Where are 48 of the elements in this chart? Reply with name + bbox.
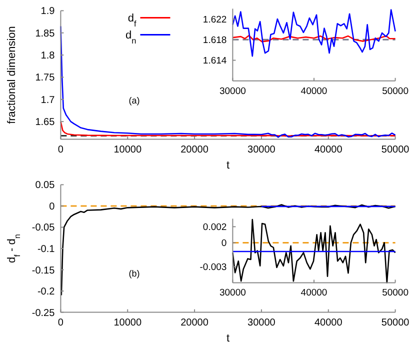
x-axis-title: t (226, 159, 230, 172)
x-tick-label: 40000 (300, 288, 328, 299)
line-series (232, 34, 396, 42)
x-tick-label: 10000 (114, 317, 142, 328)
y-tick-label: -0.1 (37, 244, 56, 255)
y-tick-label: 0.05 (35, 180, 56, 192)
x-tick-label: 30000 (219, 288, 246, 299)
x-tick-label: 20000 (180, 144, 209, 156)
y-tick-label: 1.85 (35, 28, 56, 40)
y-tick-label: 1.75 (35, 72, 56, 84)
line-series (232, 9, 396, 57)
y-tick-label: 1.622 (202, 14, 227, 26)
x-tick-label: 20000 (180, 317, 209, 328)
y-tick-label: 1.7 (40, 94, 56, 106)
legend-label: d$_{f}$ (128, 12, 137, 28)
x-tick-label: 40000 (300, 86, 328, 97)
y-tick-label: -0.003 (200, 262, 227, 274)
y-tick-label: -0.25 (32, 308, 56, 319)
x-tick-label: 50000 (381, 144, 410, 156)
line-series (232, 218, 396, 284)
x-tick-label: 40000 (314, 317, 343, 328)
annotation: (b) (128, 268, 140, 279)
x-tick-label: 0 (58, 144, 64, 156)
x-tick-label: 50000 (382, 288, 409, 299)
x-tick-label: 30000 (248, 317, 276, 328)
x-tick-label: 50000 (382, 86, 409, 97)
y-axis-title: fractional dimension (6, 26, 18, 124)
y-tick-label: 1.614 (202, 56, 227, 67)
x-tick-label: 50000 (381, 317, 410, 328)
y-tick-label: 0 (221, 238, 227, 250)
x-tick-label: 0 (58, 317, 64, 328)
y-tick-label: 0.002 (202, 222, 227, 234)
legend-label: d$_{n}$ (126, 30, 137, 46)
y-tick-label: 1.618 (202, 34, 227, 46)
x-tick-label: 10000 (114, 144, 142, 156)
y-tick-label: -0.2 (37, 286, 56, 298)
x-tick-label: 30000 (248, 144, 276, 156)
x-tick-label: 40000 (314, 144, 343, 156)
x-axis-title: t (226, 332, 230, 344)
line-series (60, 120, 396, 137)
y-tick-label: -0.15 (32, 265, 56, 276)
y-tick-label: 1.65 (35, 117, 56, 128)
y-tick-label: 1.8 (40, 50, 56, 62)
x-tick-label: 30000 (219, 86, 246, 97)
y-tick-label: -0.05 (32, 222, 56, 234)
y-tick-label: 0 (49, 201, 56, 212)
y-tick-label: 1.9 (40, 6, 56, 18)
annotation: (a) (128, 95, 140, 106)
